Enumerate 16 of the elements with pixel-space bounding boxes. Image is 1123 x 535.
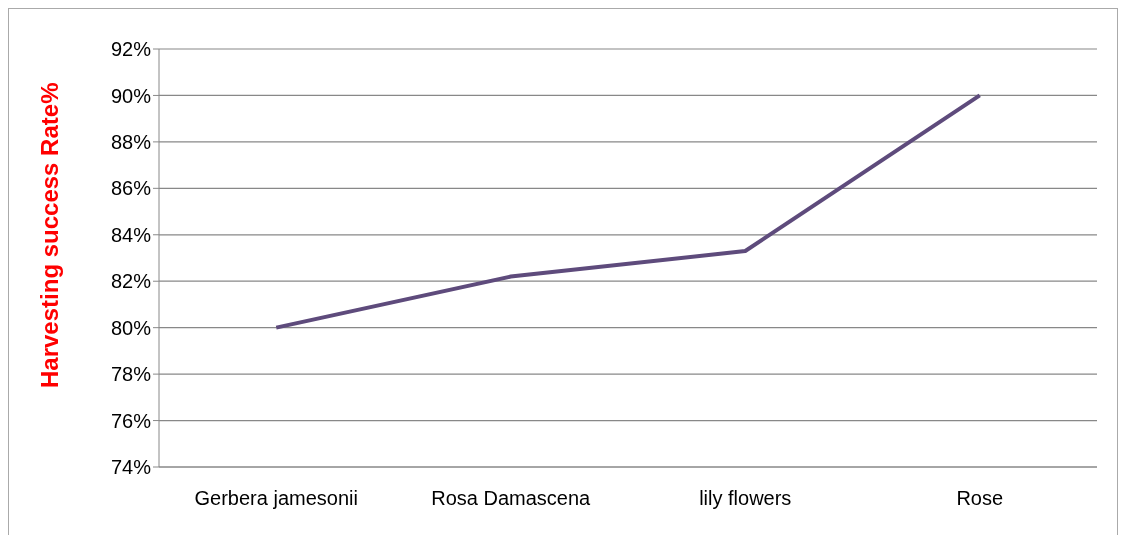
y-tick-label: 86% [110,177,152,200]
y-tick-label: 82% [110,270,152,293]
x-tick-label: Rose [956,487,1004,510]
y-axis-title: Harvesting success Rate% [35,82,63,388]
line-series [274,93,982,330]
y-tick-label: 76% [110,409,152,432]
x-tick-label: Rosa Damascena [431,487,592,510]
y-tick-label: 84% [110,223,152,246]
y-tick-label: 78% [110,363,152,386]
y-tick-label: 92% [110,38,152,61]
y-tick-label: 74% [110,456,152,479]
x-tick-label: Gerbera jamesonii [194,487,358,510]
y-tick-label: 88% [110,130,152,153]
y-tick-label: 90% [110,84,152,107]
x-tick-label: lily flowers [699,487,792,510]
y-tick-label: 80% [110,316,152,339]
